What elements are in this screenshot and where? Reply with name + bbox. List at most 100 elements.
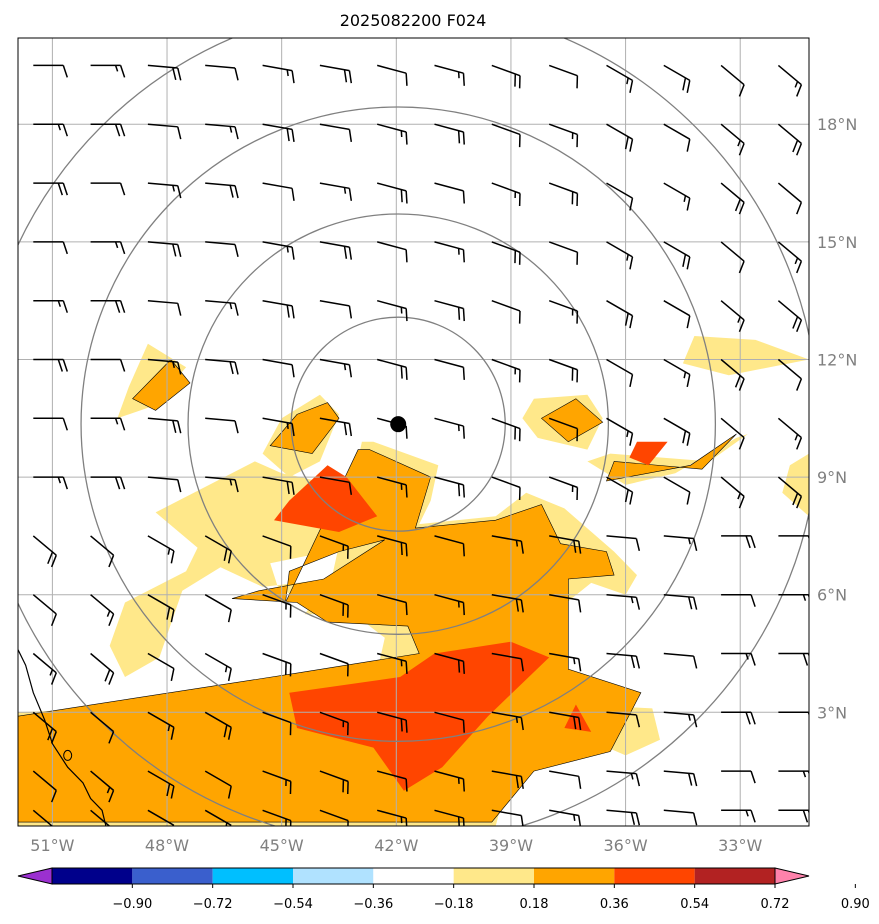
- wind-barb-64: [491, 299, 521, 324]
- wind-barb-170: [147, 770, 175, 799]
- wind-barb-53: [663, 241, 691, 270]
- wind-barb-107: [548, 476, 579, 501]
- wind-barb-173: [319, 770, 349, 795]
- wind-barb-38: [606, 182, 634, 211]
- wind-barb-145: [319, 652, 349, 677]
- wind-barb-13: [777, 64, 803, 97]
- wind-barb-126: [32, 594, 57, 627]
- wind-barb-148: [491, 652, 524, 672]
- wind-barb-122: [606, 535, 641, 551]
- wind-barb-84: [33, 417, 69, 431]
- wind-barb-147: [434, 652, 465, 674]
- wind-barb-144: [262, 652, 292, 677]
- filled-circle-icon: [390, 416, 407, 433]
- wind-barb-189: [434, 809, 465, 826]
- wind-barb-106: [491, 476, 521, 501]
- contour-region-14: [629, 441, 668, 466]
- wind-barb-121: [549, 535, 582, 554]
- wind-barb-57: [90, 299, 126, 313]
- wind-barb-119: [434, 535, 465, 557]
- wind-barb-159: [319, 711, 349, 736]
- wind-barb-76: [377, 358, 408, 380]
- wind-barb-2: [147, 64, 182, 81]
- wind-barb-123: [663, 535, 698, 551]
- range-ring-0: [290, 316, 506, 532]
- colorbar-tick-label-0: −0.90: [112, 897, 152, 912]
- contour-region-6: [782, 453, 809, 517]
- contour-region-15: [564, 704, 592, 732]
- colorbar: −0.90 −0.72 −0.54 −0.36 −0.18 0.18 0.36 0.54 0.7…: [17, 867, 870, 912]
- lon-tick-label-0: 51°W: [30, 836, 74, 855]
- wind-barb-149: [549, 652, 582, 672]
- wind-barb-187: [319, 809, 349, 826]
- wind-barb-157: [204, 711, 232, 740]
- wind-barb-143: [204, 652, 232, 682]
- wind-barb-45: [205, 241, 239, 257]
- lon-tick-label-6: 33°W: [718, 836, 762, 855]
- chart-title: 2025082200 F024: [340, 11, 487, 30]
- wind-barb-41: [777, 182, 803, 215]
- wind-barb-18: [262, 123, 295, 143]
- wind-barb-93: [548, 417, 579, 442]
- lon-tick-label-5: 36°W: [603, 836, 647, 855]
- wind-barb-115: [204, 535, 232, 564]
- coastline: [18, 649, 107, 826]
- colorbar-segment-7: [614, 868, 695, 884]
- wind-barb-70: [33, 358, 69, 372]
- lon-tick-label-3: 42°W: [374, 836, 418, 855]
- wind-barb-136: [606, 593, 641, 610]
- wind-barb-193: [663, 809, 698, 826]
- wind-barb-7: [434, 64, 465, 86]
- wind-barb-109: [663, 476, 691, 505]
- lon-tick-label-4: 39°W: [489, 836, 533, 855]
- wind-barb-73: [205, 358, 239, 375]
- wind-barb-137: [663, 593, 698, 610]
- wind-barb-62: [377, 299, 408, 322]
- wind-barb-74: [262, 358, 295, 378]
- wind-barb-6: [377, 64, 408, 86]
- wind-barb-37: [548, 182, 579, 207]
- wind-barb-54: [720, 241, 745, 274]
- wind-barb-23: [548, 123, 579, 148]
- wind-barb-95: [663, 417, 691, 446]
- wind-barb-1: [90, 64, 126, 78]
- wind-barb-135: [549, 593, 582, 613]
- colorbar-frame: [51, 867, 776, 885]
- colorbar-tick-label-1: −0.72: [193, 897, 233, 912]
- wind-barb-26: [720, 123, 745, 156]
- wind-barb-152: [721, 652, 756, 666]
- colorbar-tick-label-2: −0.54: [273, 897, 313, 912]
- wind-barbs: [32, 64, 809, 826]
- wind-barb-154: [32, 711, 57, 744]
- wind-barb-128: [147, 594, 175, 623]
- map-area: [18, 38, 809, 826]
- wind-barb-21: [434, 123, 465, 145]
- wind-barb-195: [778, 809, 809, 823]
- wind-barb-92: [491, 417, 521, 442]
- wind-barb-15: [90, 123, 126, 137]
- wind-barb-131: [319, 593, 349, 618]
- colorbar-segment-4: [373, 868, 454, 884]
- wind-barb-43: [90, 241, 126, 255]
- wind-barb-138: [721, 593, 756, 607]
- lon-tick-label-1: 48°W: [145, 836, 189, 855]
- wind-barb-118: [377, 535, 408, 557]
- wind-barb-113: [90, 535, 115, 568]
- wind-barb-180: [721, 770, 756, 784]
- wind-barb-79: [548, 358, 579, 383]
- wind-barb-117: [319, 535, 349, 559]
- wind-barb-124: [721, 535, 756, 549]
- wind-barb-80: [606, 358, 634, 388]
- wind-barb-10: [606, 64, 634, 93]
- wind-barb-158: [262, 711, 292, 736]
- wind-barb-155: [90, 711, 115, 744]
- wind-barb-192: [606, 809, 641, 826]
- colorbar-segment-5: [453, 868, 534, 884]
- wind-barb-31: [205, 182, 239, 199]
- wind-barb-142: [147, 652, 175, 682]
- wind-barb-60: [262, 299, 295, 319]
- colorbar-segment-0: [52, 868, 133, 884]
- map-frame: [17, 37, 810, 827]
- wind-barb-48: [377, 241, 408, 263]
